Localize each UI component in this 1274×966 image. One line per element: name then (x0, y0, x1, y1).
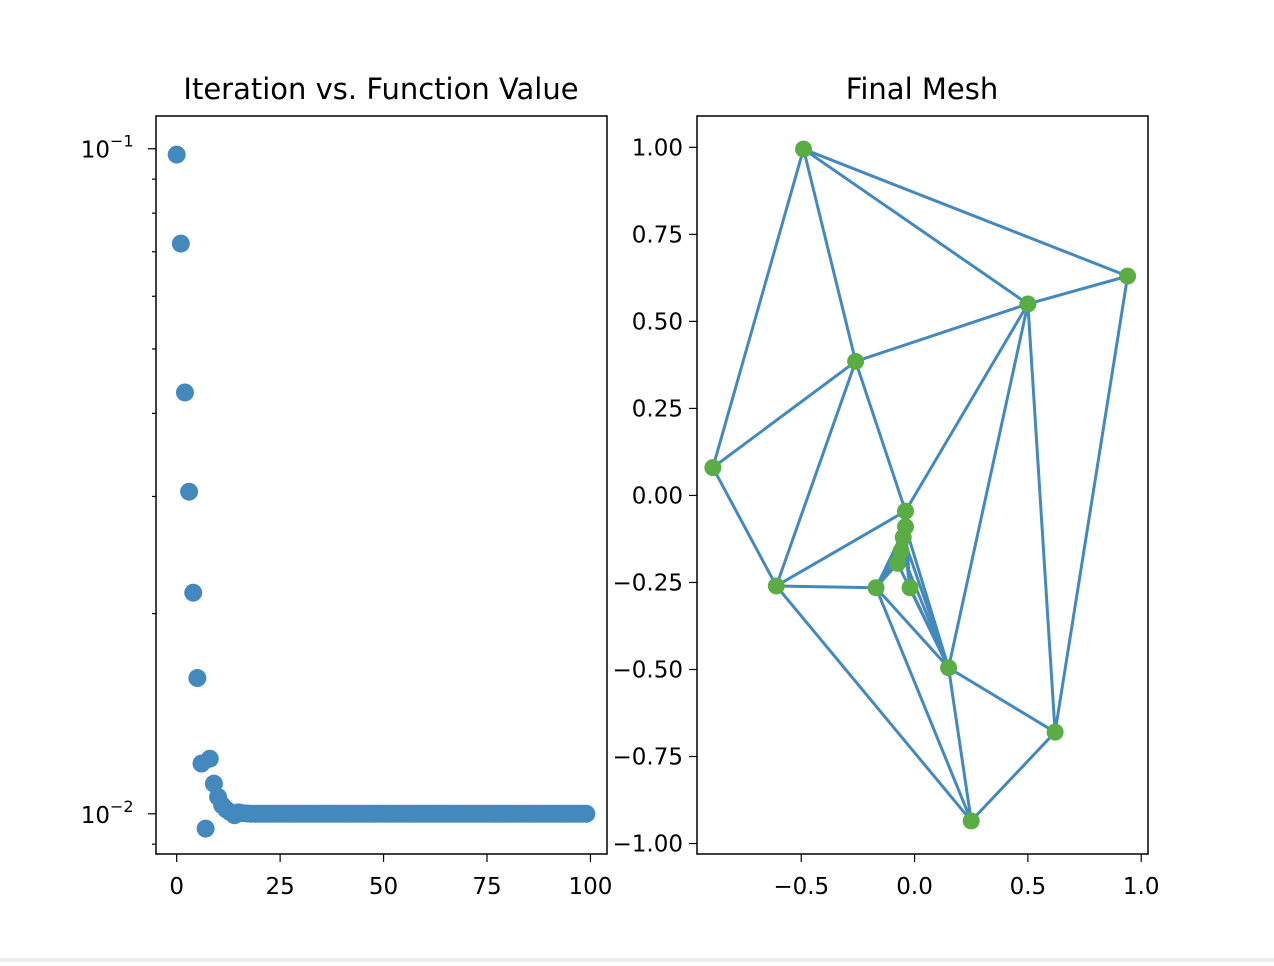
mesh-edge (1053, 275, 1130, 733)
mesh-edge (802, 147, 1029, 306)
mesh-node (767, 577, 785, 595)
convergence-point (175, 383, 194, 402)
mesh-y-tick-label: 1.00 (632, 135, 683, 161)
mesh-node (847, 352, 865, 370)
mesh-node (1019, 295, 1037, 313)
mesh-edge (947, 303, 1030, 669)
convergence-chart-title: Iteration vs. Function Value (183, 72, 578, 106)
mesh-y-tick-label: −0.75 (613, 745, 683, 771)
mesh-edge (904, 303, 1030, 512)
mesh-edge (908, 587, 950, 669)
convergence-x-tick-label: 75 (472, 874, 501, 900)
mesh-y-tick-label: −0.50 (613, 658, 683, 684)
convergence-x-tick-label: 0 (169, 874, 184, 900)
mesh-y-tick-label: 0.75 (632, 222, 683, 248)
convergence-point (196, 819, 215, 838)
mesh-y-ticks: 1.00 0.75 0.50 0.25 0.00 −0.25 −0.50 −0.75 −1.00 (613, 135, 697, 858)
mesh-node (897, 502, 915, 520)
convergence-point (188, 669, 207, 688)
convergence-point (171, 234, 190, 253)
mesh-node (940, 659, 958, 677)
mesh-edge (775, 509, 907, 588)
convergence-x-ticks: 0 25 50 75 100 (169, 854, 612, 900)
mesh-edge (970, 731, 1057, 822)
mesh-edges (711, 147, 1130, 822)
mesh-y-tick-label: −0.25 (613, 570, 683, 596)
mesh-edge (874, 587, 973, 822)
convergence-y-tick-label: 10 (81, 138, 110, 164)
mesh-node (962, 812, 980, 830)
mesh-plot-frame (696, 115, 1149, 855)
mesh-edge (802, 148, 858, 362)
mesh-axes: Final Mesh 1.00 0.75 0.50 0.25 0.00 −0.25 −0.5… (613, 72, 1160, 900)
convergence-y-ticks: 10−110−2 (81, 132, 156, 845)
mesh-node (889, 554, 907, 572)
convergence-point (184, 583, 203, 602)
convergence-point (167, 145, 186, 164)
convergence-x-tick-label: 25 (265, 874, 294, 900)
mesh-edge (1026, 303, 1057, 733)
convergence-x-tick-label: 50 (369, 874, 398, 900)
mesh-edge (711, 148, 805, 469)
mesh-x-tick-label: 1.0 (1123, 874, 1160, 900)
mesh-edge (855, 302, 1029, 363)
mesh-node (867, 579, 885, 597)
mesh-node (1046, 723, 1064, 741)
convergence-x-tick-label: 100 (568, 874, 612, 900)
convergence-y-tick-exponent: −2 (110, 797, 134, 816)
mesh-node (1119, 267, 1137, 285)
convergence-point (577, 804, 596, 823)
mesh-y-tick-label: 0.50 (632, 309, 683, 335)
mesh-x-ticks: −0.5 0.0 0.5 1.0 (773, 854, 1159, 900)
convergence-points (167, 145, 596, 838)
mesh-y-tick-label: 0.00 (632, 483, 683, 509)
mesh-x-tick-label: −0.5 (773, 874, 829, 900)
bottom-scroll-edge (0, 958, 1274, 962)
mesh-node (901, 579, 919, 597)
mesh-node (894, 528, 912, 546)
mesh-edge (874, 586, 950, 669)
mesh-chart-title: Final Mesh (846, 72, 998, 106)
convergence-y-tick-label: 10 (81, 803, 110, 829)
mesh-edge (711, 360, 857, 469)
mesh-y-tick-label: 0.25 (632, 396, 683, 422)
convergence-plot-frame (155, 115, 608, 855)
mesh-nodes (704, 140, 1137, 830)
mesh-edge (1027, 274, 1129, 306)
mesh-edge (775, 584, 973, 822)
mesh-edge (947, 666, 1056, 734)
mesh-y-tick-label: −1.00 (613, 832, 683, 858)
mesh-edge (774, 360, 858, 587)
mesh-edge (802, 147, 1129, 278)
convergence-point (180, 482, 199, 501)
mesh-edge (947, 667, 973, 822)
convergence-point (200, 749, 219, 768)
mesh-edge (854, 360, 907, 512)
mesh-x-tick-label: 0.5 (1010, 874, 1047, 900)
mesh-edge (711, 466, 778, 587)
mesh-edge (776, 584, 877, 590)
mesh-node (795, 140, 813, 158)
convergence-y-tick-exponent: −1 (110, 132, 134, 151)
mesh-x-tick-label: 0.0 (896, 874, 933, 900)
mesh-node (704, 459, 722, 477)
